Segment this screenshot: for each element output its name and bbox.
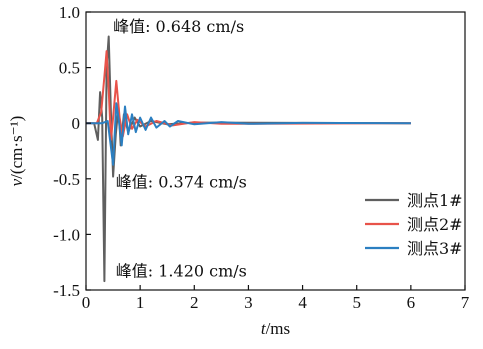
y-tick-label: -1.0 [53,225,80,244]
y-tick-label: -0.5 [53,170,80,189]
plot-frame [85,11,466,291]
y-tick-label: 0 [72,114,81,133]
series-line-3 [86,102,411,166]
x-tick-label: 3 [244,293,253,312]
legend-label-3: 测点3# [407,239,463,258]
x-axis-label-rest: /ms [266,319,291,338]
annotation-layer: 峰值: 0.648 cm/s 峰值: 0.374 cm/s 峰值: 1.420 cm… [113,17,247,281]
legend-label-2: 测点2# [407,215,463,234]
x-tick-label: 7 [461,293,470,312]
x-tick-label: 0 [82,293,91,312]
series-line-2 [86,50,411,141]
x-tick-label: 5 [352,293,361,312]
x-tick-label: 2 [190,293,199,312]
y-axis-label: v/(cm·s⁻¹) [7,116,26,187]
peak-annotation: 峰值: 0.648 cm/s [113,17,244,36]
y-axis-label-italic: v [7,178,26,186]
x-tick-label: 6 [407,293,416,312]
x-axis-label-italic: t [261,319,267,338]
y-tick-label: 0.5 [59,59,80,78]
peak-annotation: 峰值: 1.420 cm/s [116,262,247,281]
legend: 测点1# 测点2# 测点3# [365,191,463,258]
x-tick-label: 1 [136,293,145,312]
peak-annotation: 峰值: 0.374 cm/s [116,173,247,192]
x-tick-label: 4 [298,293,307,312]
series-layer [86,35,411,283]
legend-label-1: 测点1# [407,191,463,210]
ticks-layer: 0 1 2 3 4 5 6 7 1.0 0.5 0 -0.5 -1.0 -1.5 [53,3,470,312]
y-axis-label-rest: /(cm·s⁻¹) [7,116,26,179]
series-line-1 [86,35,411,283]
x-axis-label: t/ms [261,319,290,338]
y-tick-label: 1.0 [59,3,80,22]
y-tick-label: -1.5 [53,281,80,300]
